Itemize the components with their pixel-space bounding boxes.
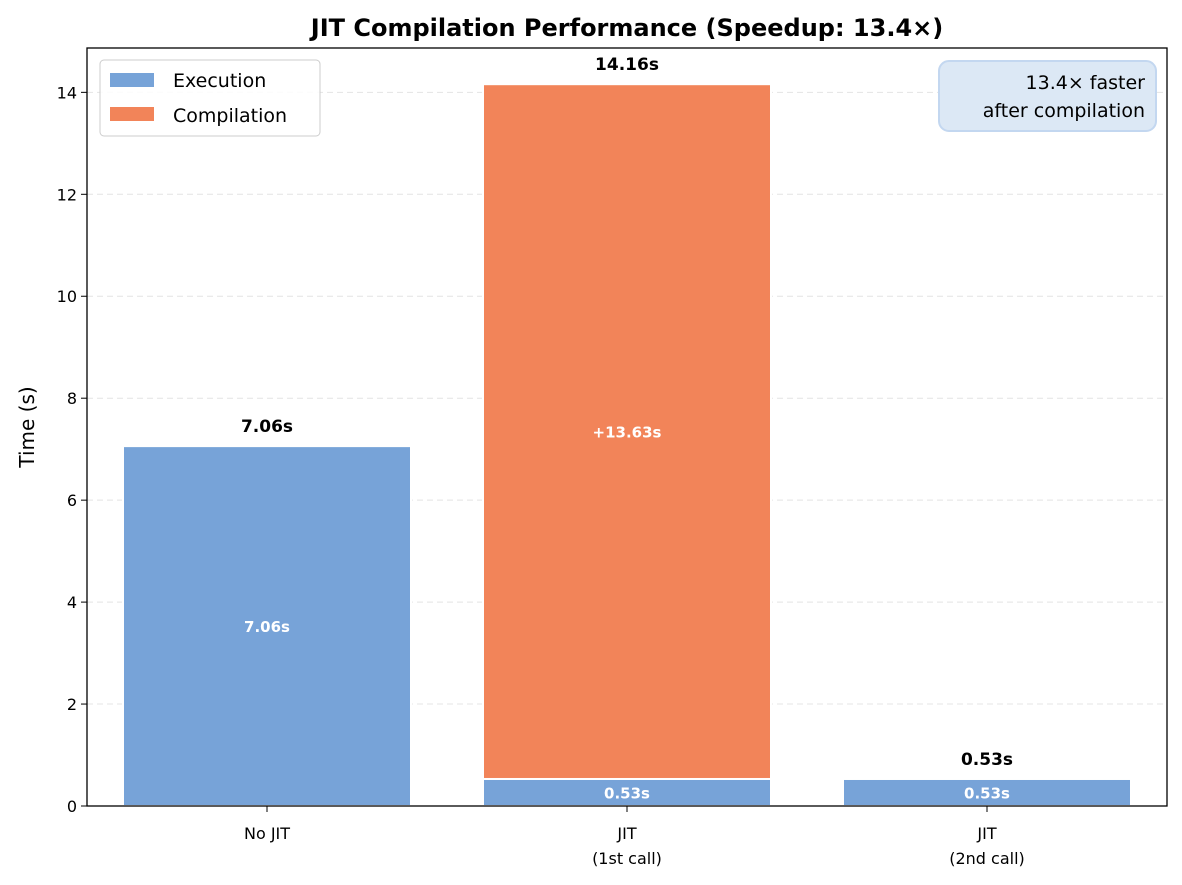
bar-total-label: 14.16s (595, 55, 659, 75)
legend-swatch-compilation (110, 107, 154, 121)
bar-total-label: 7.06s (241, 417, 293, 437)
bars: 7.06s 7.06s 0.53s +13.63s 14.16s 0.53s 0.53s (122, 55, 1132, 808)
y-tick-label: 6 (67, 491, 77, 510)
annotation-box: 13.4× faster after compilation (938, 60, 1157, 132)
y-tick-label: 2 (67, 695, 77, 714)
annotation-line-1: 13.4× faster (1026, 72, 1146, 94)
y-tick-label: 8 (67, 389, 77, 408)
y-tick-label: 12 (57, 185, 77, 204)
y-tick-label: 10 (57, 287, 77, 306)
y-tick-label: 0 (67, 797, 77, 816)
y-tick-label: 4 (67, 593, 77, 612)
y-tick-label: 14 (57, 83, 77, 102)
bar-total-label: 0.53s (961, 750, 1013, 770)
y-axis-label: Time (s) (15, 386, 39, 468)
bar-compilation (482, 83, 772, 780)
x-tick-label: (2nd call) (949, 849, 1025, 868)
legend-swatch-execution (110, 73, 154, 87)
chart-title: JIT Compilation Performance (Speedup: 13… (309, 14, 943, 42)
legend-label-execution: Execution (173, 70, 266, 92)
x-tick-label: No JIT (244, 824, 290, 843)
x-tick-label: (1st call) (592, 849, 662, 868)
bar-value-label: +13.63s (593, 424, 662, 442)
bar-value-label: 0.53s (604, 784, 650, 802)
bar-value-label: 0.53s (964, 784, 1010, 802)
bar-value-label: 7.06s (244, 618, 290, 636)
legend-label-compilation: Compilation (173, 105, 287, 127)
x-tick-label: JIT (976, 824, 996, 843)
annotation-line-2: after compilation (983, 100, 1145, 122)
legend: Execution Compilation (99, 59, 321, 137)
x-tick-label: JIT (616, 824, 636, 843)
bar-execution (482, 777, 772, 808)
axes: 0 2 4 6 8 10 12 14 No JIT JIT (1st call) JIT (2nd ca… (57, 83, 1025, 868)
